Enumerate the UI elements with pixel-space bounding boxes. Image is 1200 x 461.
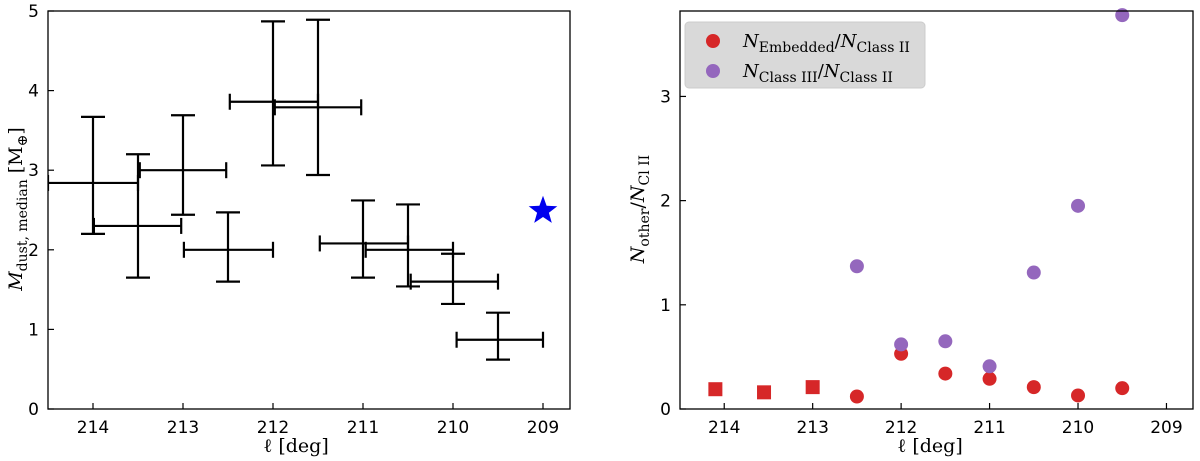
error-bar-point (48, 115, 140, 235)
left-y-axis-label: Mdust, median [M⊕] (5, 127, 31, 292)
left-x-tick-label: 214 (77, 418, 109, 438)
left-y-tick-label: 0 (28, 400, 39, 420)
circle-marker (982, 371, 997, 386)
error-bar-point (228, 20, 320, 167)
left-panel: 214 213 212 211 210 209 0 1 2 3 4 5 ℓ [deg] Mdust, … (5, 2, 571, 457)
left-y-tick-label: 3 (28, 161, 39, 181)
right-plot-marks (708, 8, 1130, 404)
right-legend: NEmbedded/NClass II NClass III/NClass II (684, 21, 926, 89)
right-x-axis-label: ℓ [deg] (897, 435, 963, 457)
right-plot-frame (679, 10, 1194, 410)
right-x-tick-label: 211 (973, 418, 1005, 438)
error-bar-point (455, 311, 545, 361)
error-bar-point (364, 203, 455, 288)
legend-marker (706, 64, 720, 78)
right-x-tick-label: 210 (1062, 418, 1094, 438)
right-axes: 214 213 212 211 210 209 0 1 2 3 (660, 10, 1194, 438)
left-axes: 214 213 212 211 210 209 0 1 2 3 4 5 (28, 2, 571, 438)
circle-marker (1115, 381, 1130, 396)
circle-marker (1026, 265, 1041, 280)
square-marker (757, 385, 772, 400)
right-x-tick-label: 213 (796, 418, 828, 438)
left-plot-marks (48, 18, 558, 361)
square-marker (708, 382, 723, 397)
right-y-tick-label: 0 (660, 400, 671, 420)
right-y-axis-label: Nother/NCl II (627, 155, 653, 264)
left-y-tick-label: 4 (28, 82, 39, 102)
error-bar-point (318, 199, 410, 279)
error-bar-point (182, 211, 275, 283)
left-x-tick-label: 213 (167, 418, 199, 438)
left-x-tick-label: 211 (347, 418, 379, 438)
error-bar-point (92, 153, 183, 279)
right-y-tick-label: 3 (660, 87, 671, 107)
circle-marker (1071, 388, 1086, 403)
error-bar-point (138, 114, 228, 216)
circle-marker (1071, 198, 1086, 213)
left-x-tick-label: 209 (527, 418, 559, 438)
circle-marker (938, 334, 953, 349)
circle-marker (938, 366, 953, 381)
legend-marker (706, 34, 720, 48)
circle-marker (894, 337, 909, 352)
legend-box (684, 21, 926, 89)
left-y-tick-label: 2 (28, 241, 39, 261)
star-marker (528, 195, 558, 223)
circle-marker (849, 259, 864, 274)
legend-entry-label: NEmbedded/NClass II (742, 31, 910, 56)
right-x-tick-label: 209 (1150, 418, 1182, 438)
right-x-tick-label: 214 (708, 418, 740, 438)
square-marker (805, 380, 820, 395)
right-panel: 214 213 212 211 210 209 0 1 2 3 ℓ [deg] Nother/NC… (627, 8, 1194, 457)
left-x-axis-label: ℓ [deg] (263, 435, 329, 457)
left-x-tick-label: 212 (257, 418, 289, 438)
circle-marker (982, 359, 997, 374)
right-y-tick-label: 1 (660, 296, 671, 316)
left-plot-frame (47, 10, 571, 410)
legend-entry-label: NClass III/NClass II (742, 61, 893, 86)
error-bar-point (273, 18, 363, 177)
right-x-tick-label: 212 (885, 418, 917, 438)
circle-marker (849, 389, 864, 404)
circle-marker (1115, 8, 1130, 23)
error-bar-point (409, 252, 500, 306)
right-y-tick-label: 2 (660, 192, 671, 212)
circle-marker (1026, 380, 1041, 395)
left-x-tick-label: 210 (437, 418, 469, 438)
left-y-tick-label: 1 (28, 320, 39, 340)
left-y-tick-label: 5 (28, 2, 39, 22)
